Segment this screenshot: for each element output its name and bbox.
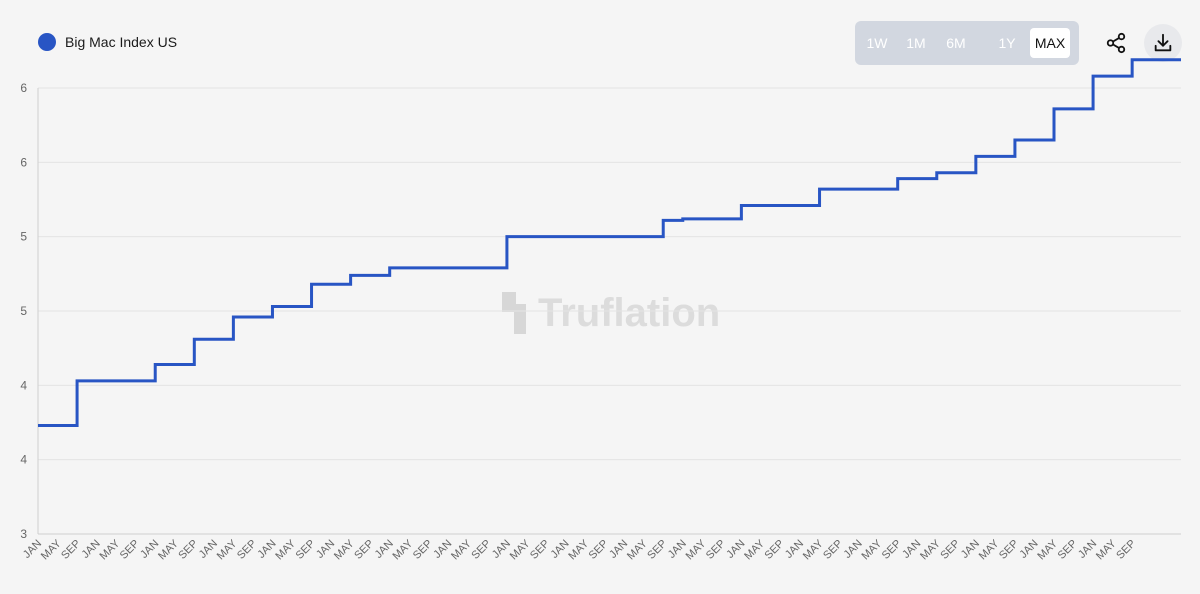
- time-range-selector: 1W 1M 6M 1Y MAX: [855, 21, 1079, 65]
- x-tick-label: MAY: [98, 537, 123, 562]
- x-tick-label: MAY: [273, 537, 298, 562]
- y-tick-label: 5: [20, 230, 27, 244]
- x-tick-label: JAN: [490, 538, 513, 561]
- x-tick-label: JAN: [197, 538, 220, 561]
- x-tick-label: MAY: [1094, 537, 1119, 562]
- y-tick-label: 5: [20, 304, 27, 318]
- watermark-logo-icon: [502, 292, 526, 334]
- x-tick-label: SEP: [528, 538, 552, 562]
- watermark: Truflation: [502, 291, 720, 335]
- x-tick-label: JAN: [431, 538, 454, 561]
- x-tick-label: MAY: [977, 537, 1002, 562]
- x-tick-label: SEP: [118, 538, 142, 562]
- download-icon: [1154, 33, 1172, 52]
- x-tick-label: JAN: [548, 538, 571, 561]
- x-tick-label: MAY: [39, 537, 64, 562]
- x-tick-label: MAY: [449, 537, 474, 562]
- x-tick-label: MAY: [801, 537, 826, 562]
- legend: Big Mac Index US: [38, 33, 177, 51]
- x-tick-label: SEP: [59, 538, 83, 562]
- range-1w-button[interactable]: 1W: [866, 35, 888, 51]
- x-tick-label: JAN: [138, 538, 161, 561]
- x-tick-label: JAN: [80, 538, 103, 561]
- x-tick-label: MAY: [332, 537, 357, 562]
- x-tick-label: SEP: [235, 538, 259, 562]
- legend-label: Big Mac Index US: [65, 34, 178, 50]
- download-button[interactable]: [1144, 24, 1182, 62]
- x-tick-label: SEP: [352, 538, 376, 562]
- x-tick-label: JAN: [21, 538, 44, 561]
- range-6m-button[interactable]: 6M: [946, 35, 966, 51]
- x-tick-label: SEP: [997, 538, 1021, 562]
- x-tick-label: SEP: [469, 538, 493, 562]
- x-tick-label: MAY: [391, 537, 416, 562]
- x-tick-label: JAN: [1017, 538, 1040, 561]
- x-tick-label: MAY: [566, 537, 591, 562]
- x-tick-label: SEP: [587, 538, 611, 562]
- series-line: [38, 58, 1181, 427]
- x-tick-label: JAN: [724, 538, 747, 561]
- watermark-text: Truflation: [538, 291, 720, 335]
- x-tick-label: SEP: [1056, 538, 1080, 562]
- x-tick-label: MAY: [742, 537, 767, 562]
- x-tick-label: JAN: [607, 538, 630, 561]
- x-tick-label: JAN: [783, 538, 806, 561]
- y-tick-label: 4: [20, 453, 27, 467]
- x-tick-label: MAY: [215, 537, 240, 562]
- x-tick-label: JAN: [1076, 538, 1099, 561]
- x-tick-label: SEP: [176, 538, 200, 562]
- x-tick-label: SEP: [821, 538, 845, 562]
- share-button[interactable]: [1097, 24, 1135, 62]
- x-tick-label: SEP: [645, 538, 669, 562]
- x-tick-label: SEP: [704, 538, 728, 562]
- x-tick-label: SEP: [880, 538, 904, 562]
- x-tick-label: JAN: [373, 538, 396, 561]
- x-tick-label: JAN: [959, 538, 982, 561]
- x-tick-label: MAY: [684, 537, 709, 562]
- x-tick-label: SEP: [294, 538, 318, 562]
- x-tick-label: MAY: [918, 537, 943, 562]
- x-tick-label: SEP: [411, 538, 435, 562]
- x-tick-label: JAN: [255, 538, 278, 561]
- x-tick-label: MAY: [508, 537, 533, 562]
- x-tick-label: MAY: [625, 537, 650, 562]
- x-tick-label: JAN: [666, 538, 689, 561]
- y-tick-label: 6: [20, 155, 27, 169]
- x-tick-label: SEP: [763, 538, 787, 562]
- y-tick-label: 4: [20, 378, 27, 392]
- x-tick-label: JAN: [314, 538, 337, 561]
- legend-swatch: [38, 33, 56, 51]
- x-tick-label: SEP: [938, 538, 962, 562]
- y-tick-label: 6: [20, 81, 27, 95]
- x-tick-label: JAN: [842, 538, 865, 561]
- share-icon: [1106, 32, 1126, 54]
- range-max-button[interactable]: MAX: [1030, 28, 1070, 58]
- x-tick-label: SEP: [1114, 538, 1138, 562]
- x-tick-label: MAY: [1035, 537, 1060, 562]
- x-tick-label: JAN: [900, 538, 923, 561]
- range-1y-button[interactable]: 1Y: [998, 35, 1016, 51]
- x-tick-label: MAY: [156, 537, 181, 562]
- x-tick-label: MAY: [860, 537, 885, 562]
- y-tick-label: 3: [20, 527, 27, 541]
- range-1m-button[interactable]: 1M: [906, 35, 926, 51]
